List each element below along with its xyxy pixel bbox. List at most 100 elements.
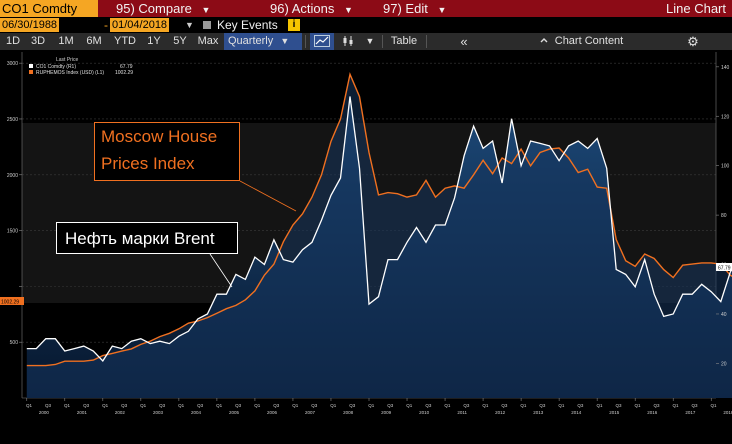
right-tick-label: 140	[721, 65, 730, 71]
period-max-button[interactable]: Max	[197, 35, 219, 47]
legend-value-house: 1002.29	[115, 70, 133, 76]
left-tick-label: 1500	[7, 229, 18, 235]
quarter-label: Q1	[406, 403, 413, 408]
quarter-label: Q1	[330, 403, 337, 408]
frequency-select[interactable]: Quarterly ▼	[224, 33, 302, 50]
left-tick-label: 3000	[7, 61, 18, 67]
year-label: 2012	[495, 410, 506, 415]
toolbar-divider	[305, 35, 306, 48]
year-label: 2008	[343, 410, 354, 415]
period-1m-button[interactable]: 1M	[58, 35, 74, 47]
legend-value-brent: 67.79	[120, 64, 133, 70]
quarter-label: Q3	[121, 403, 128, 408]
year-label: 2004	[191, 410, 202, 415]
quarter-label: Q1	[711, 403, 718, 408]
year-label: 2018	[723, 410, 732, 415]
period-5y-button[interactable]: 5Y	[173, 35, 187, 47]
chart-type-dropdown-icon[interactable]: ▼	[365, 36, 375, 46]
key-events-label: Key Events	[217, 18, 278, 32]
quarter-label: Q3	[539, 403, 546, 408]
brent-price-line	[26, 96, 732, 362]
right-last-price-badge: 67.79	[716, 263, 732, 272]
start-date-field[interactable]: 06/30/1988	[0, 18, 60, 32]
legend-label-house: RUPHEMOS Index (USD) (L1)	[36, 70, 104, 76]
chart-content-icon[interactable]	[538, 33, 550, 50]
right-tick-label: 120	[721, 114, 730, 120]
edit-menu[interactable]: 97) Edit ▼	[383, 0, 446, 19]
quarter-label: Q3	[615, 403, 622, 408]
quarter-label: Q1	[482, 403, 489, 408]
year-label: 2010	[419, 410, 430, 415]
house-callout-pointer	[239, 180, 297, 212]
line-chart-icon[interactable]	[310, 33, 334, 50]
house-annotation-line1: Moscow House	[101, 127, 218, 146]
legend-label-brent: CO1 Comdty (R1)	[36, 64, 76, 70]
year-label: 2007	[305, 410, 316, 415]
quarter-label: Q3	[197, 403, 204, 408]
chevron-down-icon: ▼	[280, 36, 290, 46]
quarter-label: Q3	[463, 403, 470, 408]
period-3d-button[interactable]: 3D	[30, 35, 46, 47]
gear-icon[interactable]: ⚙	[687, 34, 699, 49]
quarter-label: Q1	[444, 403, 451, 408]
legend-header: Last Price	[56, 57, 78, 63]
chevron-down-icon: ▼	[201, 5, 211, 15]
table-button[interactable]: Table	[390, 35, 418, 47]
quarter-label: Q1	[64, 403, 71, 408]
quarter-label: Q3	[273, 403, 280, 408]
quarter-label: Q3	[692, 403, 699, 408]
chart-content-button[interactable]: Chart Content	[554, 35, 624, 47]
calendar-dropdown-icon[interactable]: ▼	[185, 20, 194, 30]
compare-menu[interactable]: 95) Compare ▼	[116, 0, 210, 19]
quarter-label: Q3	[159, 403, 166, 408]
quarter-label: Q3	[235, 403, 242, 408]
view-title: Line Chart	[666, 1, 726, 16]
year-label: 2015	[609, 410, 620, 415]
quarter-label: Q1	[520, 403, 527, 408]
collapse-icon[interactable]: «	[460, 34, 468, 49]
date-range-separator: -	[104, 18, 108, 32]
toolbar-divider	[426, 35, 427, 48]
house-price-annotation: Moscow House Prices Index	[94, 122, 240, 181]
year-label: 2002	[115, 410, 126, 415]
quarter-label: Q3	[577, 403, 584, 408]
edit-menu-label: Edit	[405, 1, 428, 16]
actions-menu[interactable]: 96) Actions ▼	[270, 0, 353, 19]
left-last-price-badge: 1002.29	[0, 297, 24, 306]
key-events-checkbox[interactable]	[203, 21, 211, 29]
date-range-bar: 06/30/1988 - 01/04/2018 ▼ Key Events i	[0, 17, 732, 33]
year-label: 2000	[39, 410, 50, 415]
left-badge-value: 1002.29	[1, 300, 19, 306]
quarter-label: Q3	[311, 403, 318, 408]
chevron-down-icon: ▼	[437, 5, 447, 15]
toolbar-divider	[382, 35, 383, 48]
ticker-field[interactable]: CO1 Comdty	[0, 0, 98, 17]
brent-callout-pointer	[209, 253, 233, 288]
left-tick-label: 2000	[7, 173, 18, 179]
left-tick-label: 2500	[7, 117, 18, 123]
right-tick-label: 100	[721, 164, 730, 170]
quarter-label: Q3	[425, 403, 432, 408]
info-icon[interactable]: i	[288, 19, 300, 31]
period-1y-button[interactable]: 1Y	[147, 35, 161, 47]
period-6m-button[interactable]: 6M	[86, 35, 102, 47]
period-1d-button[interactable]: 1D	[5, 35, 21, 47]
end-date-field[interactable]: 01/04/2018	[110, 18, 170, 32]
quarter-label: Q3	[387, 403, 394, 408]
quarter-label: Q1	[178, 403, 185, 408]
quarter-label: Q1	[634, 403, 641, 408]
legend-swatch-brent	[29, 64, 33, 68]
quarter-label: Q3	[45, 403, 52, 408]
function-bar: CO1 Comdty 95) Compare ▼ 96) Actions ▼ 9…	[0, 0, 732, 17]
quarter-label: Q1	[596, 403, 603, 408]
quarter-label: Q1	[140, 403, 147, 408]
year-label: 2001	[77, 410, 88, 415]
period-ytd-button[interactable]: YTD	[114, 35, 136, 47]
edit-menu-number: 97)	[383, 1, 402, 16]
year-label: 2003	[153, 410, 164, 415]
candlestick-icon[interactable]	[338, 33, 358, 50]
right-tick-label: 40	[721, 312, 727, 318]
chart-toolbar: 1D 3D 1M 6M YTD 1Y 5Y Max Quarterly ▼ ▼ …	[0, 33, 732, 50]
year-label: 2016	[647, 410, 658, 415]
quarter-label: Q3	[653, 403, 660, 408]
